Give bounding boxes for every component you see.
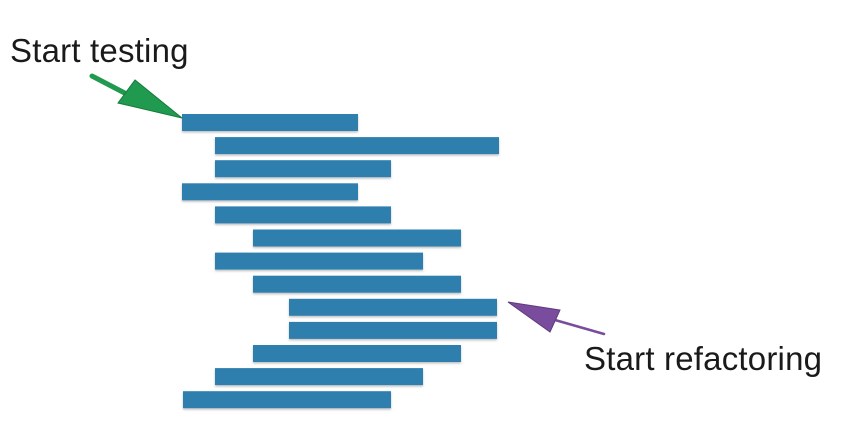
code-bar: [253, 345, 461, 362]
code-bar: [289, 298, 497, 316]
code-bar: [253, 275, 461, 293]
code-bar: [215, 206, 391, 224]
code-bar: [183, 391, 391, 409]
code-bars: [182, 114, 499, 409]
code-bar: [215, 160, 391, 178]
purple-arrow-icon: [507, 301, 606, 336]
purple-arrow-shaft: [546, 316, 606, 336]
green-arrow-icon: [89, 73, 183, 119]
code-bar: [215, 252, 423, 270]
code-bar: [182, 183, 358, 201]
code-bar: [182, 114, 358, 131]
code-bar: [253, 229, 461, 247]
code-bar: [215, 368, 423, 386]
purple-arrowhead: [507, 301, 561, 333]
start-refactoring-label: Start refactoring: [584, 340, 823, 377]
code-bar: [215, 137, 499, 155]
start-testing-label: Start testing: [10, 32, 189, 69]
green-arrowhead: [117, 79, 183, 119]
code-bar: [289, 321, 497, 339]
